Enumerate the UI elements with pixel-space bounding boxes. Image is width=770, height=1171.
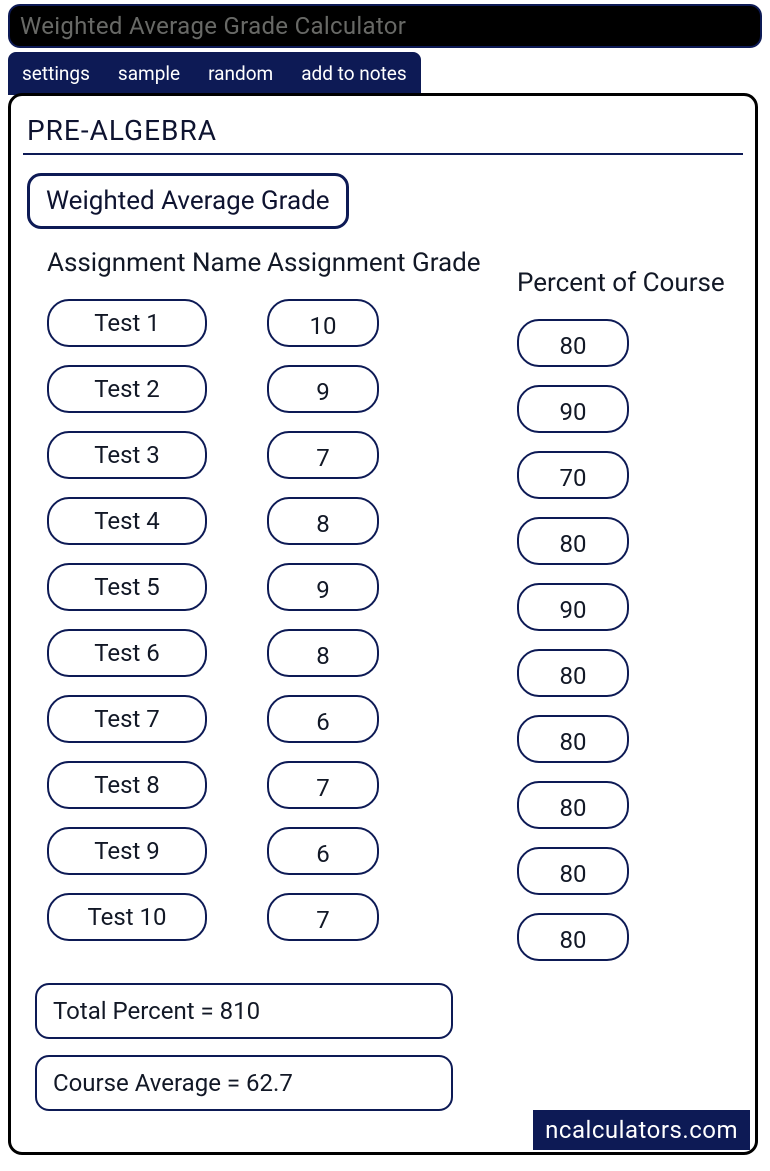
assignment-name-input[interactable]: Test 7 — [47, 695, 207, 743]
assignment-name-input[interactable]: Test 1 — [47, 299, 207, 347]
total-percent-box: Total Percent = 810 — [35, 983, 453, 1039]
assignment-name-input[interactable]: Test 8 — [47, 761, 207, 809]
percent-of-course-input[interactable]: 80 — [517, 715, 629, 763]
tab-settings[interactable]: settings — [8, 52, 104, 95]
header-assignment-grade: Assignment Grade — [267, 247, 487, 281]
tabs: settings sample random add to notes — [8, 52, 421, 95]
percent-of-course-input[interactable]: 80 — [517, 847, 629, 895]
tab-random[interactable]: random — [194, 52, 287, 95]
assignment-grade-input[interactable]: 9 — [267, 563, 379, 611]
percent-of-course-input[interactable]: 90 — [517, 385, 629, 433]
assignment-grade-input[interactable]: 9 — [267, 365, 379, 413]
main-panel: PRE-ALGEBRA Weighted Average Grade Assig… — [8, 93, 758, 1155]
assignment-grade-input[interactable]: 10 — [267, 299, 379, 347]
subsection-title: Weighted Average Grade — [27, 173, 349, 229]
header-percent-of-course: Percent of Course — [517, 247, 743, 301]
tab-sample[interactable]: sample — [104, 52, 194, 95]
assignment-grade-input[interactable]: 8 — [267, 497, 379, 545]
percent-of-course-input[interactable]: 80 — [517, 781, 629, 829]
brand-badge: ncalculators.com — [533, 1110, 750, 1150]
header-assignment-name: Assignment Name — [47, 247, 267, 281]
assignment-name-input[interactable]: Test 10 — [47, 893, 207, 941]
percent-of-course-input[interactable]: 80 — [517, 913, 629, 961]
percent-of-course-input[interactable]: 80 — [517, 649, 629, 697]
percent-of-course-input[interactable]: 90 — [517, 583, 629, 631]
assignment-grade-input[interactable]: 6 — [267, 827, 379, 875]
assignment-grade-input[interactable]: 7 — [267, 893, 379, 941]
assignment-name-input[interactable]: Test 4 — [47, 497, 207, 545]
percent-of-course-input[interactable]: 80 — [517, 319, 629, 367]
assignment-grade-input[interactable]: 7 — [267, 761, 379, 809]
assignment-name-input[interactable]: Test 2 — [47, 365, 207, 413]
assignment-name-input[interactable]: Test 6 — [47, 629, 207, 677]
course-average-box: Course Average = 62.7 — [35, 1055, 453, 1111]
assignment-grade-input[interactable]: 8 — [267, 629, 379, 677]
assignment-grade-input[interactable]: 7 — [267, 431, 379, 479]
percent-of-course-input[interactable]: 70 — [517, 451, 629, 499]
assignment-grade-input[interactable]: 6 — [267, 695, 379, 743]
section-title: PRE-ALGEBRA — [23, 110, 743, 155]
assignment-name-input[interactable]: Test 3 — [47, 431, 207, 479]
tab-add-to-notes[interactable]: add to notes — [287, 52, 420, 95]
assignment-name-input[interactable]: Test 5 — [47, 563, 207, 611]
percent-of-course-input[interactable]: 80 — [517, 517, 629, 565]
app-title: Weighted Average Grade Calculator — [8, 4, 762, 48]
assignment-name-input[interactable]: Test 9 — [47, 827, 207, 875]
